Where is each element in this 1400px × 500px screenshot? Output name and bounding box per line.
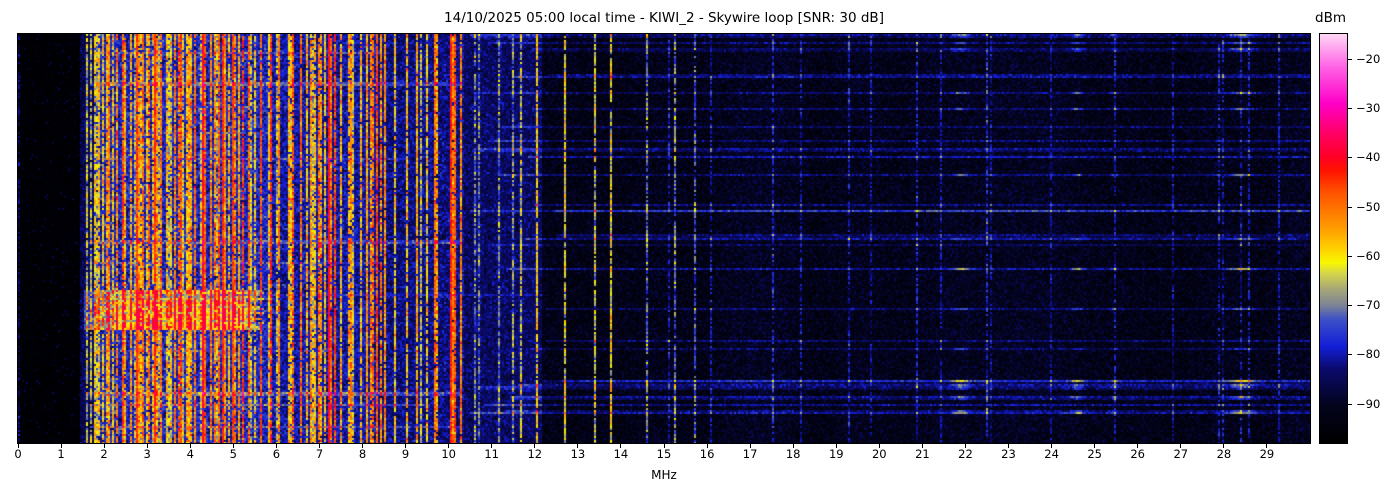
x-tick-label: 27 <box>1173 447 1189 461</box>
colorbar-tick-label: −30 <box>1356 100 1381 115</box>
x-tick <box>534 444 536 448</box>
x-tick <box>1137 444 1139 448</box>
colorbar-tick <box>1348 157 1352 159</box>
x-tick <box>792 444 794 448</box>
spectrogram-canvas <box>18 34 1310 443</box>
x-tick-label: 21 <box>915 447 930 461</box>
chart-title: 14/10/2025 05:00 local time - KIWI_2 - S… <box>444 10 884 26</box>
x-tick <box>1051 444 1053 448</box>
x-tick-label: 18 <box>785 447 801 461</box>
x-tick-label: 5 <box>229 447 237 461</box>
x-tick-label: 13 <box>570 447 586 461</box>
x-tick-label: 25 <box>1087 447 1102 461</box>
x-tick <box>362 444 363 448</box>
x-tick-label: 26 <box>1130 447 1145 461</box>
colorbar-tick <box>1348 403 1352 405</box>
x-tick-label: 28 <box>1216 447 1232 461</box>
x-tick <box>405 444 407 448</box>
colorbar-tick <box>1348 255 1352 257</box>
x-tick-label: 12 <box>527 447 543 461</box>
x-tick <box>1008 444 1009 448</box>
x-tick-label: 19 <box>828 447 844 461</box>
colorbar-tick <box>1348 107 1352 109</box>
x-tick <box>1094 444 1096 448</box>
colorbar-tick-label: −20 <box>1356 51 1381 66</box>
x-tick-label: 2 <box>100 447 108 461</box>
x-tick-label: 0 <box>14 447 22 461</box>
x-tick <box>232 444 234 448</box>
x-tick <box>749 444 751 448</box>
x-tick-label: 24 <box>1044 447 1059 461</box>
colorbar-tick-label: −80 <box>1356 347 1381 362</box>
x-tick <box>1180 444 1182 448</box>
colorbar-tick-label: −70 <box>1356 298 1381 312</box>
x-tick-label: 10 <box>441 447 456 461</box>
colorbar-tick-label: −90 <box>1356 396 1381 411</box>
x-tick <box>275 444 277 448</box>
x-tick-label: 11 <box>484 447 499 461</box>
x-tick <box>1223 444 1225 448</box>
colorbar-tick <box>1348 305 1352 306</box>
x-tick <box>878 444 880 448</box>
x-tick-label: 8 <box>358 447 367 461</box>
x-axis-label: MHz <box>651 468 677 482</box>
colorbar-label: dBm <box>1315 10 1346 26</box>
x-tick <box>319 444 320 448</box>
spectrogram-plot <box>17 33 1311 444</box>
x-tick <box>491 444 493 448</box>
colorbar-tick-label: −40 <box>1356 150 1381 165</box>
x-tick <box>835 444 837 448</box>
x-tick-label: 14 <box>613 447 629 461</box>
colorbar-tick-label: −60 <box>1356 248 1381 263</box>
colorbar <box>1319 33 1348 444</box>
x-tick-label: 20 <box>871 447 887 461</box>
colorbar-gradient <box>1320 34 1347 443</box>
x-tick <box>921 444 923 448</box>
x-tick-label: 3 <box>143 447 151 461</box>
x-tick-label: 7 <box>315 447 324 461</box>
x-tick-label: 1 <box>57 447 65 461</box>
x-tick <box>706 444 708 448</box>
x-tick-label: 15 <box>656 447 672 461</box>
x-tick <box>663 444 665 448</box>
x-tick-label: 17 <box>742 447 758 461</box>
x-tick-label: 29 <box>1259 447 1275 461</box>
x-tick <box>620 444 622 448</box>
colorbar-tick-label: −50 <box>1356 199 1381 214</box>
x-tick <box>448 444 450 448</box>
x-tick-label: 6 <box>272 447 281 461</box>
x-tick-label: 22 <box>958 447 973 461</box>
x-tick <box>577 444 579 448</box>
colorbar-tick <box>1348 58 1352 60</box>
x-tick <box>103 444 105 448</box>
x-tick <box>189 444 191 448</box>
x-tick-label: 16 <box>699 447 715 461</box>
colorbar-tick <box>1348 354 1352 356</box>
x-tick <box>965 444 966 448</box>
x-tick-label: 23 <box>1001 447 1016 461</box>
x-tick-label: 9 <box>401 447 410 461</box>
x-tick-label: 4 <box>186 447 194 461</box>
x-tick <box>1266 444 1268 448</box>
x-tick <box>146 444 148 448</box>
colorbar-tick <box>1348 206 1352 208</box>
x-tick <box>17 444 19 448</box>
x-tick <box>60 444 62 448</box>
